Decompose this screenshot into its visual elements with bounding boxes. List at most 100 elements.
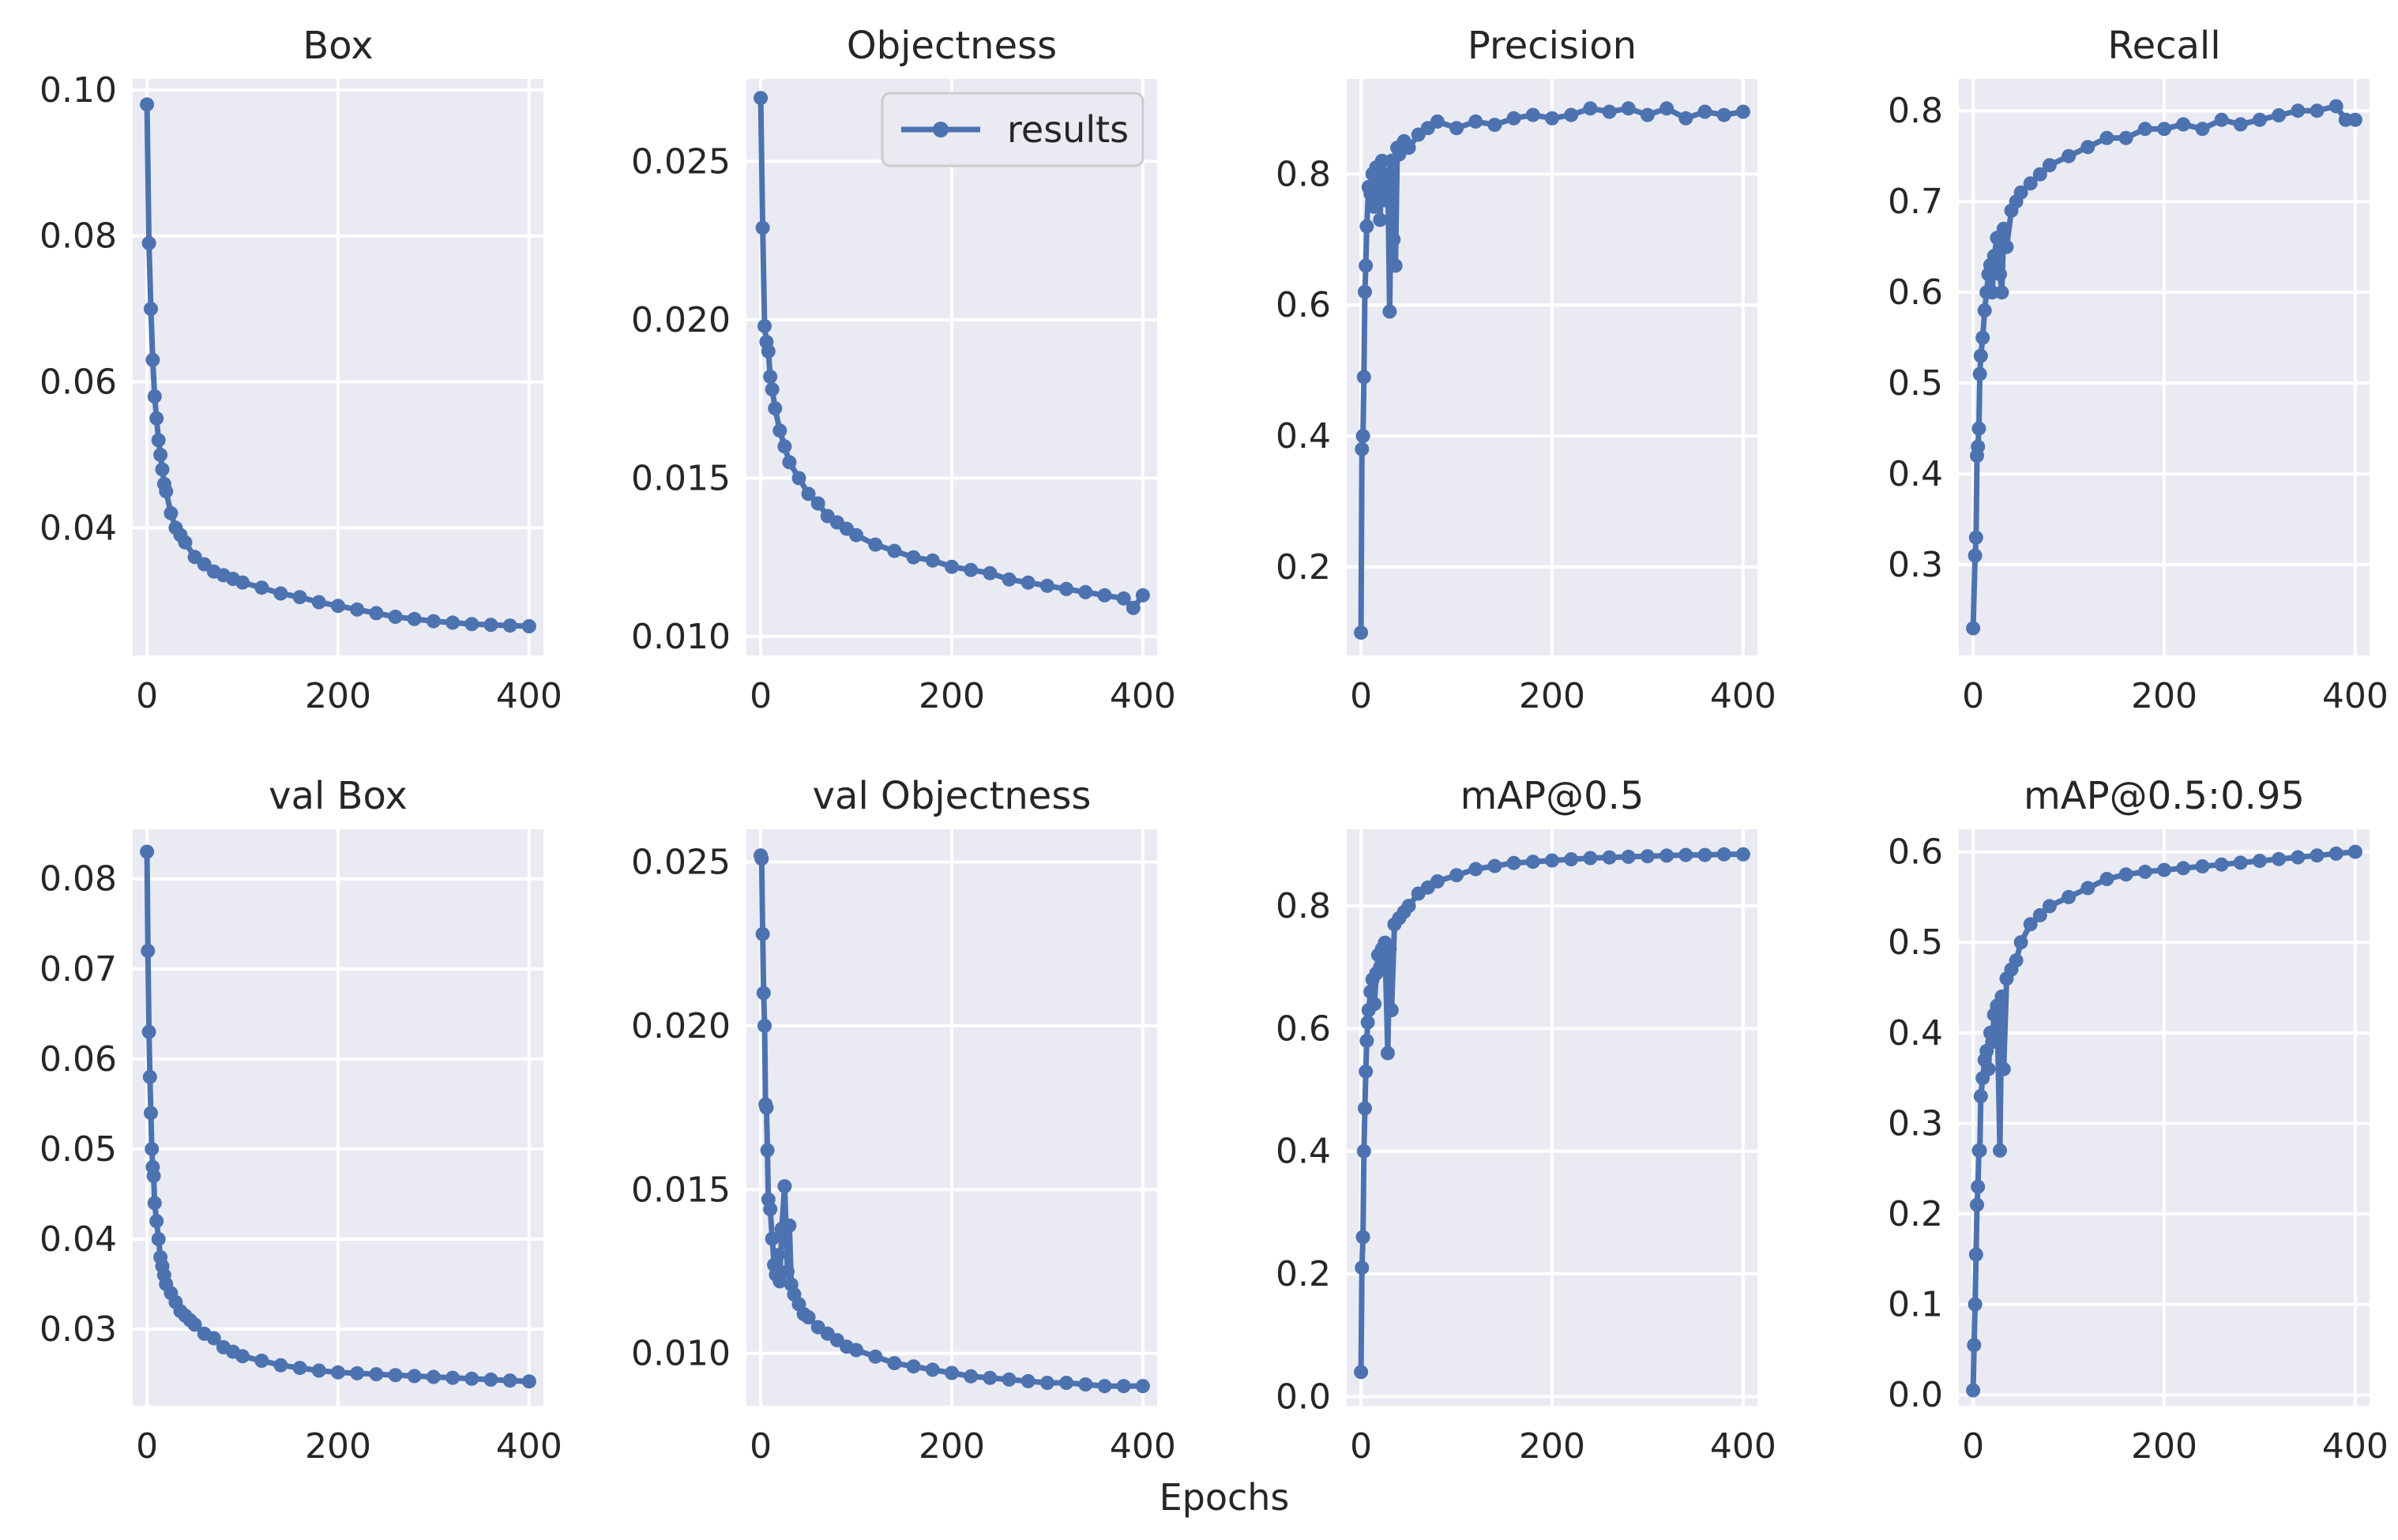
y-tick-label: 0.6 (1276, 1009, 1331, 1049)
data-point (757, 1018, 772, 1033)
data-point (153, 447, 168, 462)
data-point (331, 599, 345, 614)
data-point (1059, 581, 1074, 596)
data-point (369, 606, 384, 621)
subplot-map-0-5-0-95: 0 200 400 0.0 0.1 0.2 0.3 0.4 0.5 0.6 mAP@0.5:0.95 (1888, 774, 2389, 1467)
data-point (2062, 889, 2077, 904)
subplot-title: Precision (1468, 24, 1637, 68)
data-point (1135, 588, 1150, 603)
data-point (1659, 848, 1674, 863)
data-point (1097, 588, 1112, 603)
data-point (1971, 439, 1986, 454)
data-point (2214, 857, 2229, 872)
subplot-objectness: 0 200 400 0.010 0.015 0.020 0.025 Objectness res… (631, 24, 1176, 716)
subplot-title: val Objectness (813, 774, 1092, 818)
data-point (1697, 104, 1712, 119)
data-point (1966, 1383, 1981, 1398)
subplot-title: val Box (269, 774, 408, 818)
data-point (1621, 849, 1636, 864)
data-point (1970, 1197, 1984, 1212)
data-point (369, 1367, 384, 1382)
data-point (1993, 267, 2007, 282)
data-point (2118, 867, 2133, 882)
data-point (483, 1372, 498, 1387)
y-tick-label: 0.0 (1888, 1375, 1943, 1415)
y-tick-label: 0.06 (39, 362, 117, 402)
data-point (983, 565, 998, 580)
data-point (1382, 304, 1397, 319)
y-tick-label: 0.2 (1888, 1194, 1943, 1234)
data-point (155, 462, 170, 477)
y-tick-label: 0.3 (1888, 545, 1943, 585)
y-tick-label: 0.4 (1888, 454, 1943, 494)
data-point (1697, 847, 1712, 862)
y-tick-label: 0.6 (1888, 272, 1943, 313)
data-point (801, 486, 816, 501)
data-point (2195, 122, 2210, 137)
data-point (1373, 960, 1388, 975)
subplot-title: mAP@0.5:0.95 (2024, 774, 2305, 818)
data-point (765, 382, 780, 397)
data-point (1966, 621, 1981, 636)
data-point (502, 618, 517, 633)
data-point (1367, 997, 1382, 1012)
data-point (2013, 935, 2028, 950)
data-point (151, 433, 166, 448)
data-point (146, 1169, 161, 1184)
data-point (2291, 850, 2306, 865)
data-point (1678, 111, 1693, 126)
data-point (1468, 114, 1483, 129)
data-point (1354, 1365, 1369, 1380)
data-point (759, 1100, 774, 1115)
data-point (1078, 584, 1093, 599)
data-point (2062, 148, 2077, 163)
data-point (1971, 421, 1986, 436)
data-point (1381, 1046, 1395, 1061)
data-point (1430, 874, 1445, 888)
data-point (1968, 548, 1983, 563)
y-tick-label: 0.07 (39, 949, 117, 990)
x-tick-label: 400 (496, 676, 562, 716)
data-point (763, 370, 778, 384)
data-point (1386, 232, 1401, 247)
data-point (1126, 600, 1141, 615)
subplot-title: mAP@0.5 (1460, 774, 1644, 818)
data-point (1996, 221, 2011, 236)
data-point (2176, 861, 2191, 876)
data-point (331, 1365, 345, 1380)
data-point (149, 411, 164, 426)
data-point (1020, 575, 1036, 590)
data-point (763, 1202, 778, 1217)
data-point (1363, 984, 1378, 999)
data-point (782, 455, 797, 470)
data-point (350, 1365, 365, 1380)
data-point (273, 586, 288, 601)
data-point (1994, 990, 2009, 1004)
data-point (141, 944, 156, 958)
data-point (407, 611, 422, 626)
data-point (1135, 1379, 1150, 1394)
data-point (1020, 1373, 1036, 1388)
y-tick-label: 0.8 (1276, 154, 1331, 194)
legend-label: results (1007, 108, 1129, 151)
y-tick-label: 0.2 (1276, 547, 1331, 588)
data-point (1972, 1143, 1987, 1158)
subplot-title: Recall (2107, 24, 2220, 68)
data-point (407, 1369, 422, 1384)
data-point (1735, 104, 1750, 119)
data-point (1359, 258, 1374, 273)
data-point (292, 590, 307, 605)
data-point (1999, 239, 2014, 254)
data-point (445, 1370, 460, 1385)
subplot-title: Box (303, 24, 373, 68)
data-point (235, 575, 250, 590)
subplot-map-0-5: 0 200 400 0.0 0.2 0.4 0.6 0.8 mAP@0.5 (1276, 774, 1776, 1467)
y-tick-label: 0.10 (39, 70, 117, 111)
data-point (140, 97, 155, 112)
data-point (1381, 167, 1395, 182)
y-tick-label: 0.5 (1888, 922, 1943, 963)
data-point (1059, 1376, 1074, 1390)
data-point (772, 1274, 787, 1289)
